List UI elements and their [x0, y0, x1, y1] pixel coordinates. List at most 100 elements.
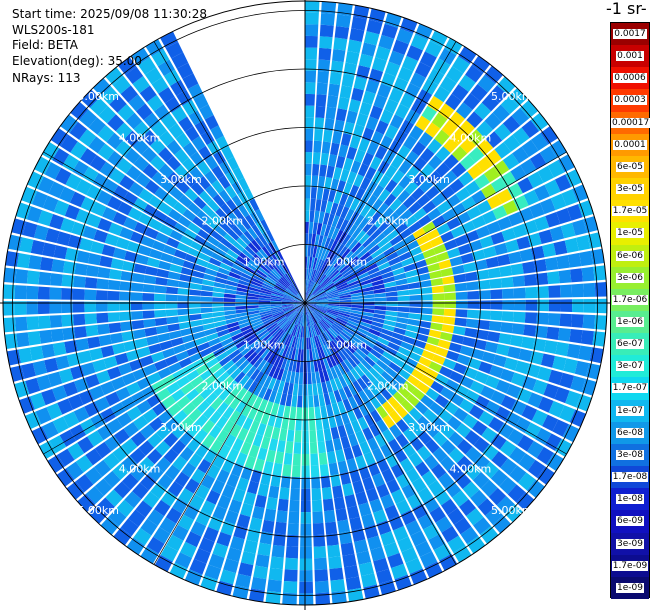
- ppi-range-gate: [485, 375, 500, 389]
- ppi-range-gate: [368, 367, 381, 379]
- ppi-range-gate: [341, 266, 352, 276]
- ppi-range-gate: [52, 416, 69, 434]
- ppi-range-gate: [393, 77, 409, 93]
- colorbar-cell: 0.0017: [611, 23, 649, 46]
- ppi-range-gate: [327, 238, 335, 251]
- colorbar-tick-label: 0.00017: [611, 117, 650, 128]
- ppi-range-gate: [26, 206, 43, 223]
- ppi-range-gate: [431, 463, 447, 480]
- ppi-range-gate: [252, 396, 263, 410]
- ppi-range-gate: [281, 299, 294, 302]
- ppi-range-gate: [117, 104, 135, 122]
- ppi-range-gate: [232, 263, 245, 273]
- ppi-range-gate: [451, 145, 468, 162]
- ppi-range-gate: [135, 500, 153, 518]
- ppi-range-gate: [226, 448, 240, 463]
- ppi-range-gate: [559, 405, 576, 423]
- ppi-range-gate: [314, 117, 325, 130]
- ppi-range-gate: [175, 132, 191, 148]
- ppi-range-gate: [78, 350, 92, 364]
- ppi-range-gate: [268, 438, 279, 452]
- ppi-range-gate: [482, 461, 499, 479]
- ppi-range-gate: [560, 299, 573, 313]
- ppi-range-gate: [208, 553, 225, 569]
- ppi-range-gate: [305, 233, 309, 245]
- ppi-range-gate: [386, 229, 399, 242]
- ppi-range-gate: [446, 247, 461, 259]
- ppi-range-gate: [107, 290, 120, 301]
- ppi-range-gate: [97, 497, 115, 516]
- ppi-range-gate: [208, 379, 222, 392]
- ppi-range-gate: [305, 221, 309, 234]
- ppi-range-gate: [286, 322, 294, 334]
- ppi-range-gate: [547, 160, 565, 178]
- ppi-range-gate: [376, 568, 393, 584]
- ppi-range-gate: [122, 260, 136, 272]
- ppi-range-gate: [338, 310, 351, 315]
- ppi-range-gate: [397, 301, 410, 307]
- ppi-range-gate: [42, 242, 57, 258]
- ppi-range-gate: [271, 240, 280, 253]
- ppi-range-gate: [453, 545, 472, 563]
- ppi-range-gate: [296, 294, 305, 303]
- ppi-range-gate: [165, 286, 179, 295]
- colorbar-tick-label: 3e-08: [616, 449, 644, 460]
- ppi-range-gate: [320, 223, 327, 236]
- ppi-range-gate: [235, 452, 248, 466]
- ppi-range-gate: [362, 298, 375, 302]
- ppi-range-gate: [156, 425, 171, 440]
- ppi-range-gate: [351, 419, 362, 433]
- ppi-range-gate: [343, 250, 354, 262]
- ppi-range-gate: [446, 217, 461, 230]
- ppi-range-gate: [60, 114, 78, 133]
- ppi-range-gate: [72, 313, 86, 326]
- ppi-range-gate: [260, 436, 271, 450]
- ppi-range-gate: [326, 343, 335, 355]
- ppi-range-gate: [494, 242, 508, 256]
- ppi-range-gate: [347, 383, 358, 396]
- ppi-range-gate: [419, 178, 434, 193]
- ppi-range-gate: [212, 311, 225, 318]
- ppi-range-gate: [173, 249, 188, 260]
- ppi-range-gate: [212, 542, 229, 558]
- ppi-range-gate: [320, 13, 335, 26]
- ppi-range-gate: [145, 39, 164, 57]
- ppi-range-gate: [361, 286, 374, 293]
- ppi-range-gate: [549, 226, 565, 242]
- ppi-range-gate: [111, 376, 126, 391]
- ppi-range-gate: [313, 359, 319, 372]
- ppi-range-gate: [311, 476, 321, 489]
- ppi-range-gate: [284, 273, 293, 284]
- ppi-range-gate: [215, 324, 228, 333]
- ppi-range-gate: [171, 439, 186, 455]
- ppi-range-gate: [385, 310, 398, 317]
- ppi-range-gate: [271, 427, 281, 440]
- ppi-range-gate: [192, 270, 205, 279]
- ppi-range-gate: [308, 280, 313, 292]
- ppi-range-gate: [336, 335, 347, 346]
- ppi-range-gate: [496, 495, 515, 514]
- ppi-range-gate: [557, 327, 571, 342]
- ppi-range-gate: [115, 386, 131, 401]
- ppi-range-gate: [208, 337, 221, 347]
- ppi-range-gate: [295, 360, 301, 373]
- ppi-range-gate: [56, 231, 71, 246]
- ppi-range-gate: [243, 348, 255, 360]
- ppi-range-gate: [186, 346, 200, 357]
- ppi-range-gate: [371, 198, 384, 212]
- ppi-range-gate: [16, 332, 30, 348]
- ppi-range-gate: [308, 395, 314, 408]
- ppi-range-gate: [440, 230, 455, 243]
- ppi-range-gate: [567, 252, 582, 268]
- ppi-range-gate: [191, 468, 206, 484]
- ppi-range-gate: [236, 237, 248, 249]
- ppi-range-gate: [274, 391, 282, 405]
- ppi-range-gate: [459, 154, 476, 171]
- ppi-range-gate: [203, 273, 216, 282]
- ppi-range-gate: [63, 381, 79, 397]
- ppi-range-gate: [419, 51, 437, 68]
- ppi-range-gate: [257, 447, 268, 461]
- ppi-range-gate: [35, 407, 52, 425]
- ppi-range-gate: [86, 213, 102, 228]
- ppi-range-gate: [317, 71, 329, 84]
